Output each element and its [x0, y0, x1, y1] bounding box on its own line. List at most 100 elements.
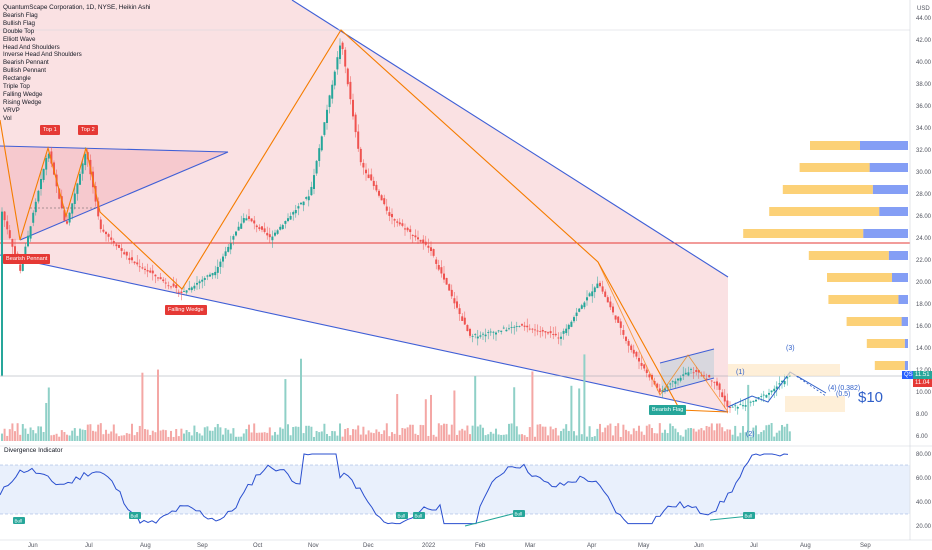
candle-body [341, 42, 344, 50]
indicator-item[interactable]: Bearish Flag [3, 11, 38, 19]
indicator-item[interactable]: VRVP [3, 106, 20, 114]
indicator-item[interactable]: Double Top [3, 27, 35, 35]
candle-body [471, 335, 474, 337]
profile-bar-blue [892, 273, 908, 282]
candle-body [786, 377, 789, 379]
candle-body [3, 211, 6, 221]
second-price-badge: 11.04 [913, 379, 932, 387]
candle-body [40, 179, 42, 190]
volume-bar [557, 435, 560, 441]
wave3-label: (3) [786, 345, 795, 352]
volume-bar [370, 432, 373, 441]
volume-bar [635, 430, 638, 441]
indicator-item[interactable]: Rectangle [3, 75, 31, 83]
volume-bar [3, 428, 6, 441]
volume-bar [510, 423, 513, 441]
time-axis[interactable]: Jun Jul Aug Sep Oct Nov Dec 2022 Feb Mar Apr May Jun… [28, 543, 871, 549]
bull-tag: Bull [396, 512, 408, 519]
volume-bar [567, 430, 570, 441]
price-tick: 22.00 [916, 258, 932, 264]
indicator-item[interactable]: Rising Wedge [3, 98, 42, 106]
volume-bar [640, 431, 643, 441]
volume-bar [617, 423, 620, 441]
volume-bar [713, 430, 716, 441]
volume-bar [591, 436, 594, 441]
indicator-legend[interactable]: QuantumScape Corporation, 1D, NYSE, Heik… [3, 4, 150, 123]
volume-bar [133, 435, 136, 441]
candle-body [346, 68, 349, 85]
volume-bar [79, 428, 81, 441]
candle-body [42, 168, 45, 180]
volume-bar [157, 369, 159, 441]
volume-bar [521, 434, 523, 441]
candle-body [625, 336, 627, 341]
indicator-item[interactable]: Falling Wedge [3, 90, 43, 98]
candles [1, 38, 791, 415]
candle-body [463, 317, 466, 325]
candle-body [531, 328, 534, 330]
price-axis[interactable]: 44.00 42.00 40.00 38.00 36.00 34.00 32.00 30.00… [916, 16, 932, 440]
oscillator-tick: 40.00 [916, 500, 932, 506]
indicator-item[interactable]: Bearish Pennant [3, 59, 49, 67]
price-tick: 6.00 [916, 434, 928, 440]
candle-body [326, 109, 328, 123]
time-tick: Aug [140, 543, 151, 549]
upper-trendline [291, 0, 729, 278]
profile-bar-orange [743, 229, 864, 238]
indicator-item[interactable]: Bullish Flag [3, 19, 35, 27]
candle-body [175, 285, 178, 289]
volume-bar [123, 435, 126, 441]
candle-body [401, 223, 404, 226]
volume-bar [268, 427, 271, 441]
volume-bar [201, 435, 204, 441]
volume-bar [599, 423, 601, 441]
candle-body [601, 286, 604, 292]
volume-bar [677, 432, 679, 441]
volume-bar [783, 426, 786, 441]
candle-body [567, 324, 570, 330]
candle-body [726, 400, 729, 407]
volume-bar [177, 436, 180, 441]
volume-bar [47, 387, 50, 441]
falling-wedge-region [0, 0, 728, 412]
volume-bar [68, 435, 71, 441]
candle-body [580, 305, 583, 309]
volume-bar [583, 354, 586, 441]
volume-bar [627, 431, 630, 441]
volume-bar [755, 425, 757, 441]
volume-bar [531, 371, 534, 441]
candle-body [744, 405, 747, 407]
candle-body [198, 281, 201, 284]
volume-bar [437, 423, 440, 441]
candle-body [398, 222, 401, 225]
volume-bar [606, 425, 609, 441]
candle-body [627, 340, 630, 346]
indicator-item[interactable]: Head And Shoulders [3, 43, 60, 51]
indicator-item[interactable]: Inverse Head And Shoulders [3, 51, 82, 59]
indicator-item[interactable]: Vol [3, 114, 12, 122]
indicator-item[interactable]: Triple Top [3, 83, 30, 91]
candle-body [591, 291, 594, 297]
candle-body [318, 148, 321, 161]
candle-body [177, 291, 180, 293]
volume-bar [250, 432, 253, 441]
candle-body [606, 297, 609, 303]
candle-body [487, 332, 490, 333]
indicator-item[interactable]: Bullish Pennant [3, 67, 46, 75]
candle-body [638, 357, 640, 362]
candle-body [760, 396, 763, 397]
candle-body [63, 210, 66, 221]
volume-bar [279, 427, 282, 441]
price-tick: 36.00 [916, 104, 932, 110]
time-tick: Nov [308, 543, 319, 549]
volume-bar [482, 427, 484, 441]
time-tick: Feb [475, 543, 486, 549]
volume-bar [349, 435, 352, 441]
indicator-item[interactable]: Elliott Wave [3, 35, 36, 43]
candle-body [570, 321, 573, 327]
candle-body [414, 235, 417, 238]
volume-bar [99, 423, 102, 441]
time-tick: 2022 [422, 543, 436, 549]
volume-bar [778, 430, 781, 441]
